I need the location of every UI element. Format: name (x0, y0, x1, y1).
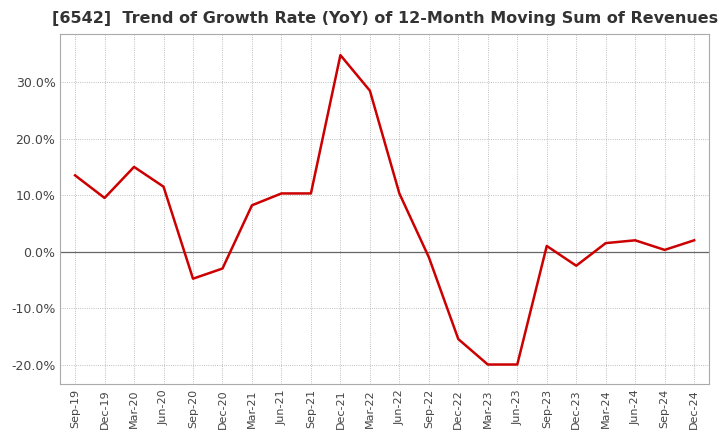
Title: [6542]  Trend of Growth Rate (YoY) of 12-Month Moving Sum of Revenues: [6542] Trend of Growth Rate (YoY) of 12-… (52, 11, 718, 26)
